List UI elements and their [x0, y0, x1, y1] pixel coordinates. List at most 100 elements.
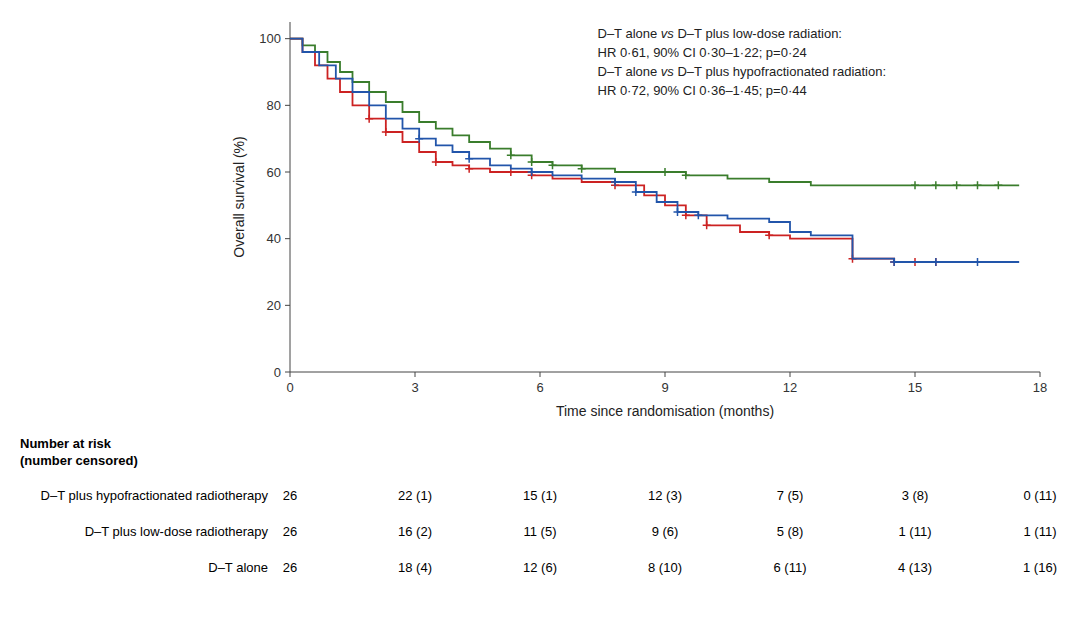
censor-mark [507, 151, 515, 159]
y-tick [285, 38, 290, 39]
censor-mark [694, 211, 702, 219]
censor-mark [365, 115, 373, 123]
risk-table-cell: 0 (11) [1024, 488, 1057, 503]
censor-mark [953, 181, 961, 189]
x-tick-label: 9 [661, 380, 668, 395]
risk-table-cell: 8 (10) [648, 560, 682, 575]
censor-mark [703, 221, 711, 229]
censor-mark [661, 168, 669, 176]
y-tick [285, 372, 290, 373]
censor-mark [432, 158, 440, 166]
risk-table-cell: 22 (1) [398, 488, 432, 503]
y-tick [285, 238, 290, 239]
censor-mark [890, 258, 898, 266]
risk-table-row-label: D–T alone [208, 560, 268, 575]
y-tick [285, 105, 290, 106]
risk-table-cell: 18 (4) [398, 560, 432, 575]
censor-mark [911, 181, 919, 189]
y-tick [285, 172, 290, 173]
censor-mark [765, 231, 773, 239]
survival-curve [290, 39, 978, 262]
censor-mark [549, 161, 557, 169]
annotation-part: HR 0·61, 90% CI 0·30–1·22; p=0·24 [598, 45, 807, 60]
annotation: HR 0·72, 90% CI 0·36–1·45; p=0·44 [598, 83, 807, 98]
risk-table-cell: 26 [283, 488, 297, 503]
risk-table-cell: 1 (16) [1023, 560, 1057, 575]
risk-table-cell: 12 (3) [648, 488, 682, 503]
annotation-part: D–T alone [598, 26, 661, 41]
x-tick [1040, 372, 1041, 377]
risk-table-cell: 5 (8) [777, 524, 804, 539]
risk-table-header: Number at risk [20, 436, 112, 451]
risk-table-cell: 9 (6) [652, 524, 679, 539]
y-tick [285, 305, 290, 306]
censor-mark [465, 155, 473, 163]
annotation: D–T alone vs D–T plus low-dose radiation… [598, 26, 842, 41]
x-axis-label: Time since randomisation (months) [556, 403, 774, 419]
annotation-part: D–T alone [598, 64, 661, 79]
x-tick-label: 3 [411, 380, 418, 395]
x-tick [415, 372, 416, 377]
x-tick [665, 372, 666, 377]
risk-table-cell: 26 [283, 560, 297, 575]
x-tick-label: 0 [286, 380, 293, 395]
censor-mark [932, 258, 940, 266]
censor-mark [415, 135, 423, 143]
risk-table-row-label: D–T plus low-dose radiotherapy [85, 524, 269, 539]
risk-table-cell: 6 (11) [774, 560, 807, 575]
y-tick-label: 0 [274, 365, 281, 380]
censor-mark [682, 171, 690, 179]
risk-table-cell: 1 (11) [899, 524, 932, 539]
x-tick [540, 372, 541, 377]
risk-table-cell: 1 (11) [1024, 524, 1057, 539]
censor-mark [932, 181, 940, 189]
censor-mark [974, 181, 982, 189]
risk-table-row-label: D–T plus hypofractionated radiotherapy [41, 488, 269, 503]
annotation: HR 0·61, 90% CI 0·30–1·22; p=0·24 [598, 45, 807, 60]
y-axis-line [290, 22, 291, 372]
annotation: D–T alone vs D–T plus hypofractionated r… [598, 64, 887, 79]
annotation-part: vs [661, 64, 675, 79]
y-tick-label: 100 [259, 31, 281, 46]
censor-mark [528, 168, 536, 176]
x-tick [790, 372, 791, 377]
x-tick-label: 6 [536, 380, 543, 395]
risk-table-cell: 11 (5) [524, 524, 557, 539]
annotation-part: vs [661, 26, 675, 41]
survival-curve [290, 39, 1019, 186]
censor-mark [674, 208, 682, 216]
annotation-part: HR 0·72, 90% CI 0·36–1·45; p=0·44 [598, 83, 807, 98]
x-tick-label: 15 [908, 380, 922, 395]
y-tick-label: 40 [267, 231, 281, 246]
y-axis-label: Overall survival (%) [231, 136, 247, 257]
risk-table: Number at risk (number censored) D–T plus … [20, 436, 1057, 575]
survival-curve [290, 39, 1019, 262]
chart: 0204060801000369121518Time since randomi… [0, 0, 1080, 643]
censor-mark [465, 165, 473, 173]
censor-mark [382, 128, 390, 136]
risk-table-cell: 12 (6) [523, 560, 557, 575]
censor-mark [932, 258, 940, 266]
censor-mark [528, 158, 536, 166]
risk-table-cell: 4 (13) [898, 560, 932, 575]
risk-table-cell: 26 [283, 524, 297, 539]
annotations: D–T alone vs D–T plus low-dose radiation… [598, 26, 887, 98]
x-tick-label: 18 [1033, 380, 1047, 395]
censor-mark [994, 181, 1002, 189]
y-tick-label: 20 [267, 298, 281, 313]
risk-table-cell: 3 (8) [902, 488, 929, 503]
annotation-part: D–T plus hypofractionated radiation: [674, 64, 886, 79]
censor-mark [974, 258, 982, 266]
x-tick [915, 372, 916, 377]
plot-area [290, 39, 1019, 266]
risk-table-header: (number censored) [20, 453, 138, 468]
x-tick-label: 12 [783, 380, 797, 395]
censor-mark [611, 178, 619, 186]
y-tick-label: 60 [267, 165, 281, 180]
censor-mark [578, 165, 586, 173]
annotation-part: D–T plus low-dose radiation: [674, 26, 842, 41]
risk-table-cell: 15 (1) [523, 488, 557, 503]
axes: 0204060801000369121518 [259, 22, 1047, 395]
censor-mark [632, 188, 640, 196]
x-tick [290, 372, 291, 377]
